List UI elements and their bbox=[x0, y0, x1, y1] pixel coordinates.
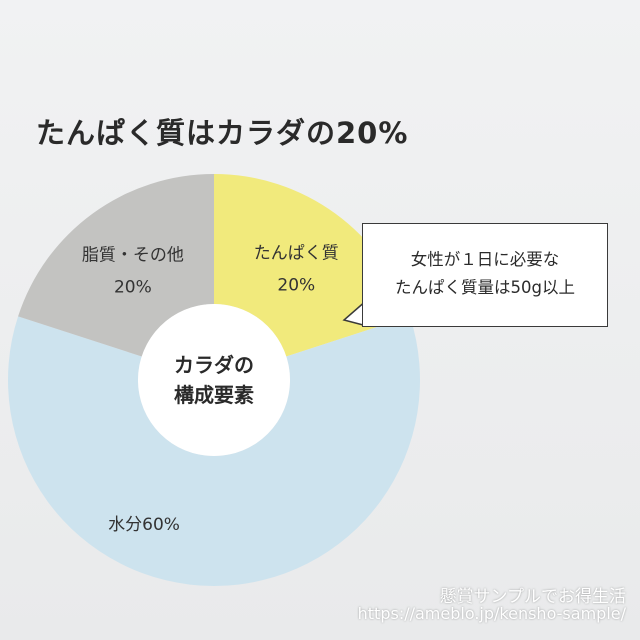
slice-label: たんぱく質 bbox=[254, 244, 339, 264]
slice-percent-label: 20% bbox=[114, 277, 152, 297]
slice-label: 脂質・その他 bbox=[82, 245, 184, 265]
callout-line-2: たんぱく質量は50g以上 bbox=[395, 278, 575, 297]
center-label-line: 構成要素 bbox=[174, 383, 254, 407]
callout-box: 女性が１日に必要な たんぱく質量は50g以上 bbox=[362, 223, 608, 327]
slice-percent-label: 20% bbox=[277, 276, 315, 296]
donut-slice bbox=[7, 316, 421, 586]
watermark-title: 懸賞サンプルでお得生活 bbox=[439, 587, 627, 607]
donut-slice bbox=[18, 174, 215, 357]
callout-line-1: 女性が１日に必要な bbox=[410, 250, 560, 269]
page-title: たんぱく質はカラダの20% bbox=[36, 116, 409, 150]
watermark-url: https://ameblo.jp/kensho-sample/ bbox=[357, 604, 626, 623]
slice-label: 水分60% bbox=[108, 515, 180, 535]
donut-hole bbox=[138, 304, 290, 456]
center-label-line: カラダの bbox=[174, 353, 254, 377]
